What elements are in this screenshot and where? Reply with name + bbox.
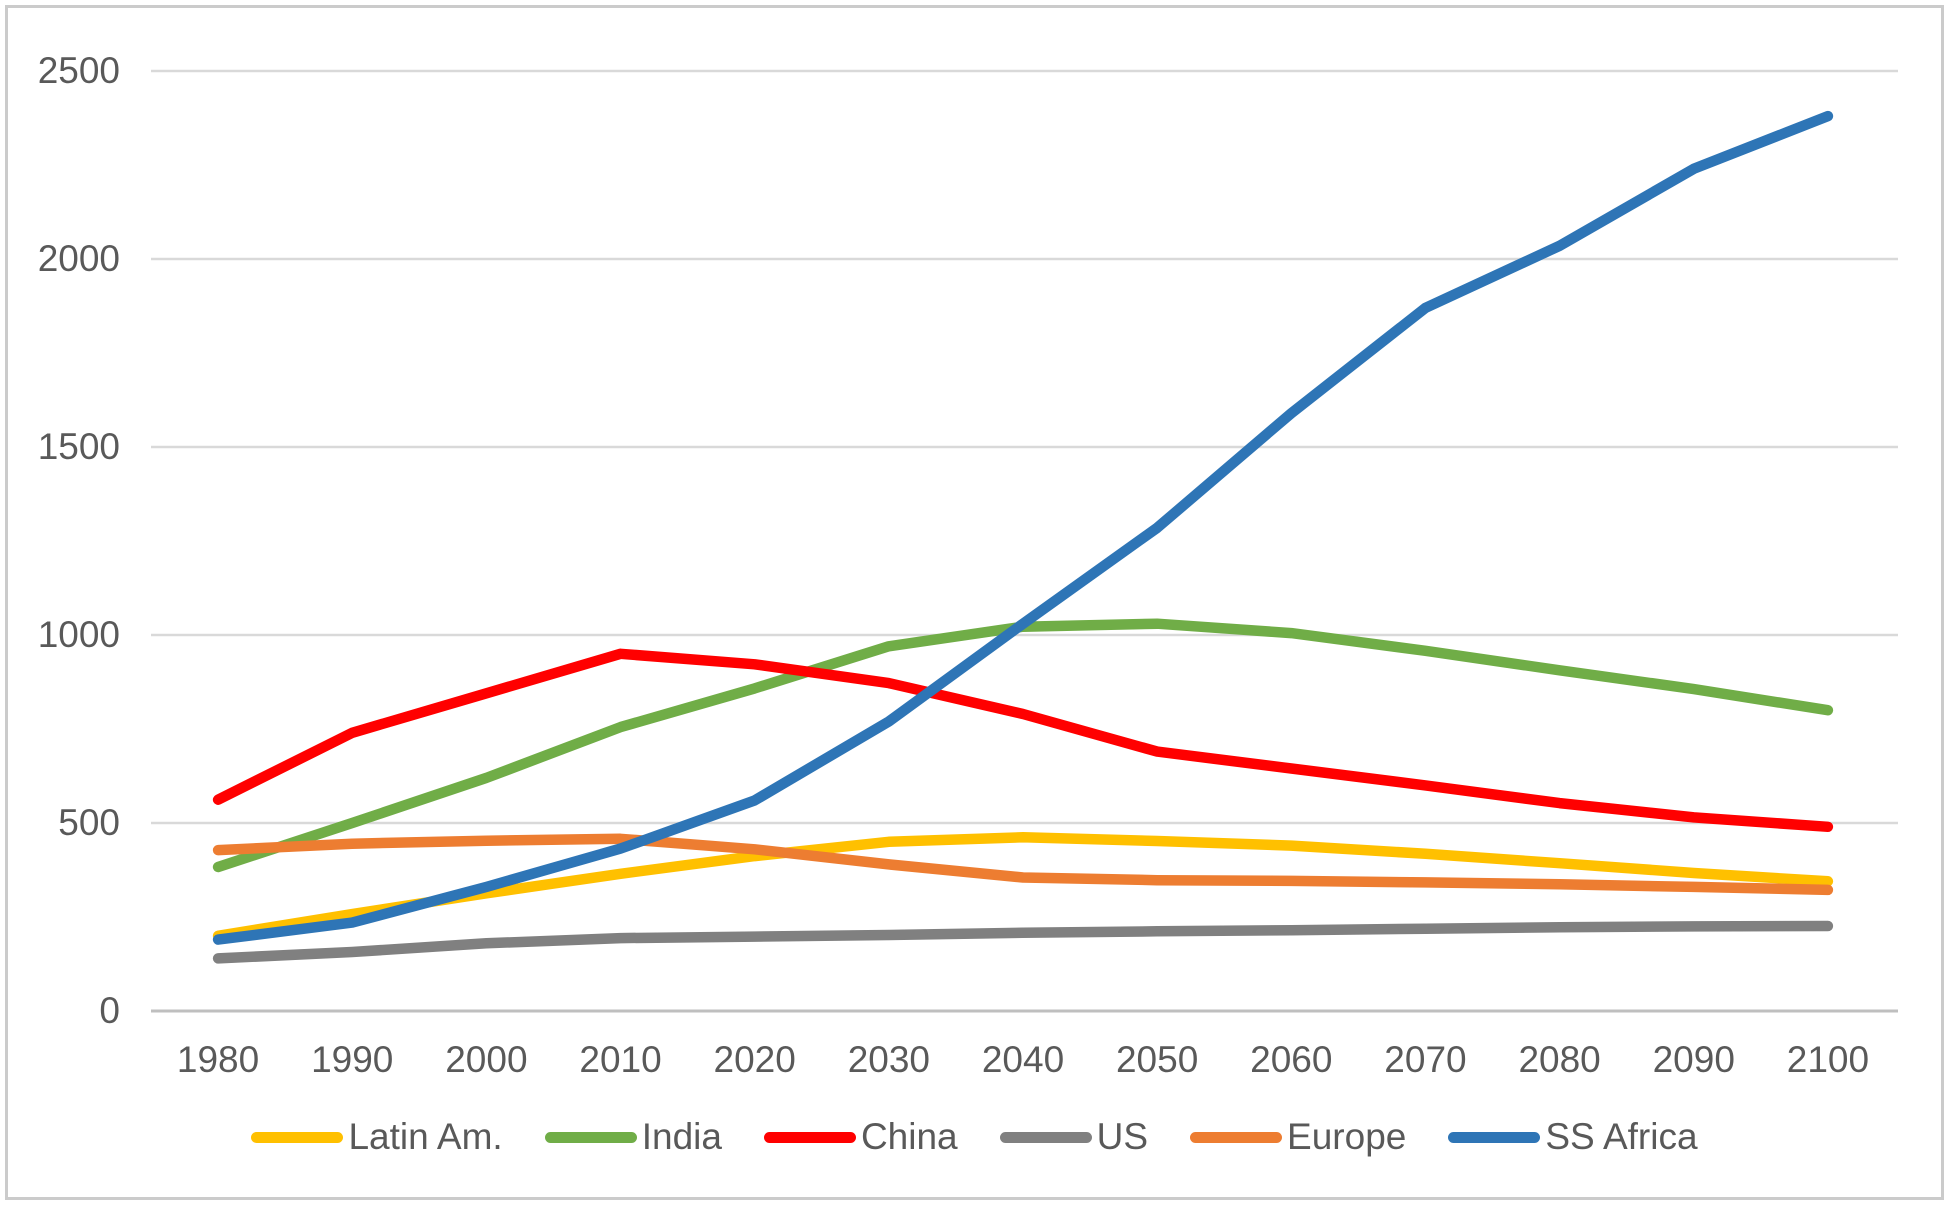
x-axis-label: 1980: [176, 1039, 260, 1080]
chart-figure: 0 500 1000 1500 2000 2500 1980 1990 2000 2010 202…: [5, 5, 1944, 1200]
legend-label: US: [1096, 1116, 1149, 1157]
legend-swatch-us: [999, 1131, 1092, 1143]
legend-label: SS Africa: [1545, 1116, 1698, 1157]
series-line-latin-am: [212, 832, 1834, 942]
x-axis-label: 2060: [1250, 1039, 1333, 1080]
legend-item-ss-africa: SS Africa: [1448, 1116, 1698, 1158]
legend-item-china: China: [763, 1116, 958, 1158]
x-axis-label: 2000: [445, 1039, 528, 1080]
x-axis-label: 1990: [311, 1039, 394, 1080]
series-line-europe: [212, 833, 1834, 896]
x-axis-label: 2090: [1652, 1039, 1735, 1080]
legend-swatch-europe: [1190, 1131, 1283, 1143]
x-axis-label: 2050: [1115, 1039, 1199, 1080]
series-line-china: [212, 648, 1834, 833]
series-line-india: [212, 618, 1834, 873]
y-axis-label: 0: [99, 990, 120, 1031]
legend: Latin Am. India China US Europe SS Africa: [8, 1116, 1941, 1158]
x-axis-label: 2100: [1786, 1039, 1870, 1080]
legend-swatch-china: [763, 1131, 856, 1143]
y-axis-label: 500: [58, 802, 120, 843]
x-axis-label: 2010: [579, 1039, 662, 1080]
legend-label: Latin Am.: [348, 1116, 503, 1157]
legend-label: China: [860, 1116, 958, 1157]
series-line-us: [212, 920, 1834, 964]
y-axis-label: 1000: [37, 614, 120, 655]
series-line-ss-africa: [212, 110, 1834, 945]
legend-label: Europe: [1287, 1116, 1407, 1157]
plot-area: [151, 69, 1898, 1013]
x-axis-label: 2020: [713, 1039, 796, 1080]
y-axis-label: 1500: [37, 426, 120, 467]
legend-item-latin-am: Latin Am.: [251, 1116, 503, 1158]
x-axis-label: 2080: [1518, 1039, 1601, 1080]
legend-swatch-ss-africa: [1448, 1131, 1541, 1143]
legend-swatch-india: [544, 1131, 637, 1143]
legend-swatch-latin-am: [251, 1131, 344, 1143]
x-axis-label: 2070: [1384, 1039, 1467, 1080]
legend-item-europe: Europe: [1190, 1116, 1406, 1158]
y-axis-label: 2500: [37, 50, 120, 91]
legend-label: India: [641, 1116, 722, 1157]
legend-item-india: India: [544, 1116, 722, 1158]
y-axis-label: 2000: [37, 238, 120, 279]
legend-item-us: US: [999, 1116, 1149, 1158]
x-axis-label: 2040: [981, 1039, 1065, 1080]
x-axis-label: 2030: [847, 1039, 930, 1080]
